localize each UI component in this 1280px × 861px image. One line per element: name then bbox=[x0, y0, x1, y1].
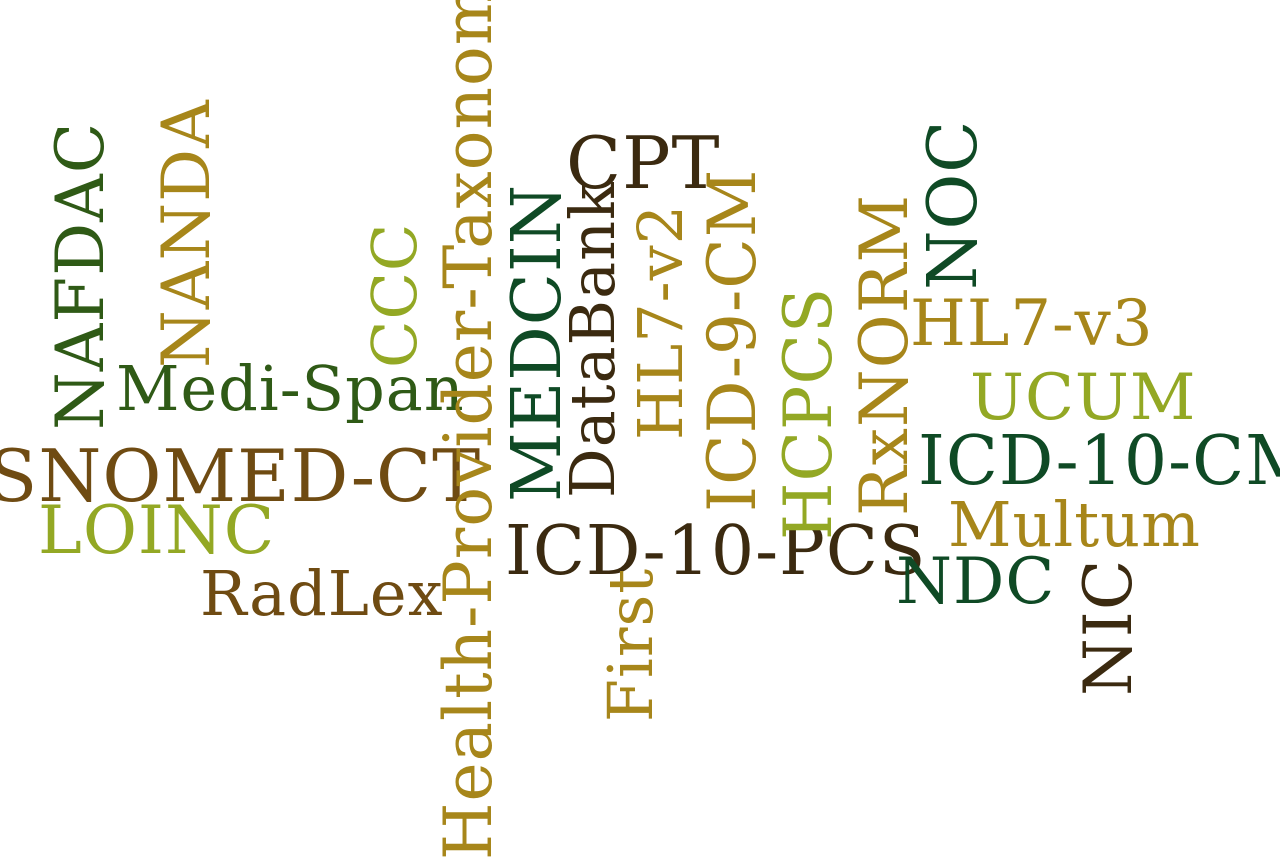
word-snomed-ct: SNOMED-CT bbox=[0, 434, 482, 518]
word-icd-9-cm: ICD-9-CM bbox=[694, 168, 771, 512]
word-nafdac: NAFDAC bbox=[42, 121, 119, 430]
word-radlex: RadLex bbox=[200, 557, 444, 630]
word-nic: NIC bbox=[1070, 558, 1147, 696]
word-rxnorm: RxNORM bbox=[846, 193, 923, 516]
word-cpt: CPT bbox=[566, 121, 721, 205]
word-icd-10-cm: ICD-10-CM bbox=[918, 422, 1280, 501]
word-databank: DataBank bbox=[556, 181, 629, 498]
word-medi-span: Medi-Span bbox=[116, 352, 465, 425]
word-hl7-v3: HL7-v3 bbox=[910, 287, 1154, 361]
word-ucum: UCUM bbox=[970, 361, 1197, 435]
word-nanda: NANDA bbox=[148, 99, 225, 368]
word-ccc: CCC bbox=[358, 222, 431, 368]
word-icd-10-pcs: ICD-10-PCS bbox=[505, 512, 927, 591]
word-first: First bbox=[594, 567, 667, 722]
word-hl7-v2: HL7-v2 bbox=[624, 203, 697, 440]
word-loinc: LOINC bbox=[38, 492, 276, 569]
word-hcpcs: HCPCS bbox=[770, 286, 847, 540]
word-health-provider-taxonomy: Health-Provider-Taxonomy bbox=[430, 0, 507, 860]
word-multum: Multum bbox=[948, 488, 1201, 561]
word-ndc: NDC bbox=[896, 545, 1056, 619]
word-noc: NOC bbox=[914, 119, 993, 290]
